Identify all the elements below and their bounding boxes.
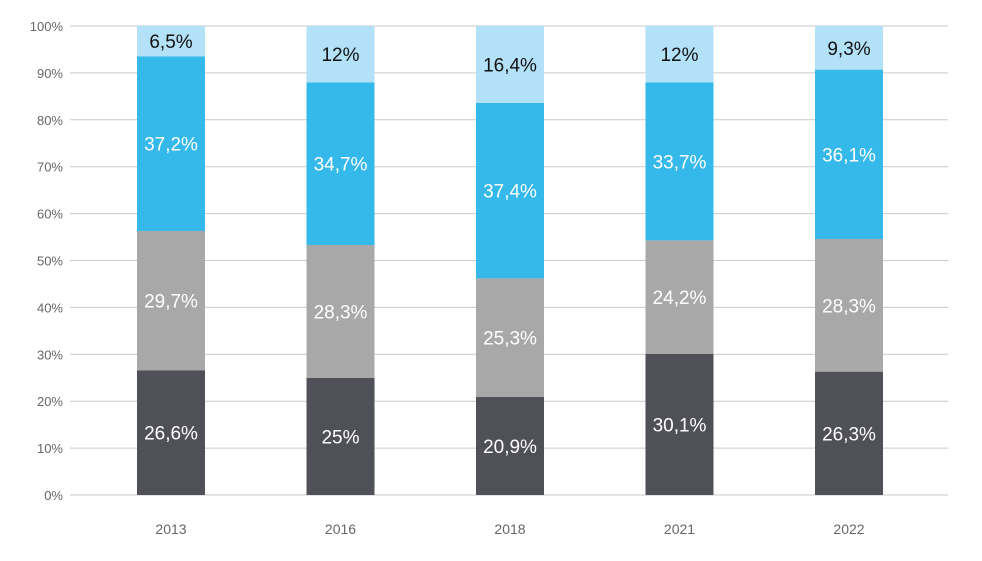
y-tick-label: 60% bbox=[37, 207, 63, 222]
x-tick-label: 2021 bbox=[664, 521, 695, 537]
bar-segment-2021-0 bbox=[645, 353, 714, 495]
bar-segment-2013-3 bbox=[137, 26, 205, 57]
y-tick-label: 20% bbox=[37, 394, 63, 409]
bar-segment-2021-1 bbox=[645, 240, 714, 354]
bar-segment-2016-2 bbox=[306, 82, 375, 246]
y-tick-label: 50% bbox=[37, 254, 63, 269]
x-tick-label: 2022 bbox=[833, 521, 864, 537]
x-tick-label: 2018 bbox=[494, 521, 525, 537]
bars bbox=[137, 26, 883, 495]
x-tick-label: 2016 bbox=[325, 521, 356, 537]
data-label: 37,4% bbox=[483, 182, 537, 203]
data-label: 24,2% bbox=[653, 288, 707, 309]
y-tick-label: 10% bbox=[37, 441, 63, 456]
y-tick-label: 70% bbox=[37, 160, 63, 175]
data-label: 26,3% bbox=[822, 424, 876, 445]
data-labels: 26,6% 29,7% 37,2% 6,5% 25% 28,3% 34,7% 12% 20,9%… bbox=[144, 32, 876, 458]
bar-segment-2022-3 bbox=[815, 26, 883, 70]
y-tick-label: 40% bbox=[37, 300, 63, 315]
bar-segment-2018-2 bbox=[476, 102, 544, 279]
y-tick-label: 90% bbox=[37, 66, 63, 81]
bar-segment-2022-0 bbox=[815, 371, 883, 495]
y-tick-label: 100% bbox=[30, 19, 64, 34]
data-label: 25,3% bbox=[483, 329, 537, 350]
bar-segment-2013-2 bbox=[137, 56, 205, 231]
bar-segment-2016-0 bbox=[306, 377, 375, 495]
data-label: 6,5% bbox=[149, 32, 192, 53]
data-label: 25% bbox=[321, 427, 359, 448]
data-label: 12% bbox=[321, 45, 359, 66]
data-label: 33,7% bbox=[653, 152, 707, 173]
x-axis-tick-labels: 2013 2016 2018 2021 2022 bbox=[155, 521, 864, 537]
bar-segment-2013-0 bbox=[137, 370, 205, 495]
data-label: 9,3% bbox=[827, 39, 870, 60]
data-label: 29,7% bbox=[144, 292, 198, 313]
bar-segment-2021-2 bbox=[645, 82, 714, 241]
bar-segment-2018-3 bbox=[476, 26, 544, 103]
y-axis-tick-labels: 0% 10% 20% 30% 40% 50% 60% 70% 80% 90% 100% bbox=[30, 19, 64, 503]
bar-segment-2022-2 bbox=[815, 69, 883, 239]
bar-segment-2018-1 bbox=[476, 278, 544, 397]
data-label: 28,3% bbox=[822, 296, 876, 317]
data-label: 37,2% bbox=[144, 135, 198, 156]
bar-segment-2018-0 bbox=[476, 396, 544, 495]
y-tick-label: 30% bbox=[37, 347, 63, 362]
x-tick-label: 2013 bbox=[155, 521, 186, 537]
data-label: 28,3% bbox=[314, 302, 368, 323]
data-label: 20,9% bbox=[483, 437, 537, 458]
bar-segment-2016-3 bbox=[306, 26, 375, 83]
bar-segment-2013-1 bbox=[137, 230, 205, 371]
bar-segment-2016-1 bbox=[306, 245, 375, 378]
data-label: 36,1% bbox=[822, 145, 876, 166]
data-label: 16,4% bbox=[483, 55, 537, 76]
data-label: 30,1% bbox=[653, 415, 707, 436]
bar-segment-2021-3 bbox=[645, 26, 714, 83]
data-label: 34,7% bbox=[314, 155, 368, 176]
y-tick-label: 80% bbox=[37, 113, 63, 128]
data-label: 12% bbox=[660, 45, 698, 66]
bar-segment-2022-1 bbox=[815, 238, 883, 372]
data-label: 26,6% bbox=[144, 424, 198, 445]
y-tick-label: 0% bbox=[44, 488, 63, 503]
